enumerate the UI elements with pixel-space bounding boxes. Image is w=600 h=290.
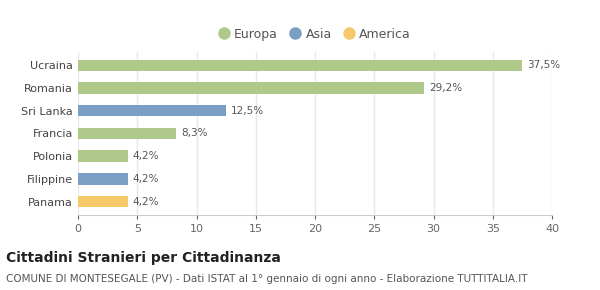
Text: 8,3%: 8,3% <box>181 128 208 138</box>
Bar <box>78 59 523 71</box>
Text: 4,2%: 4,2% <box>133 151 159 161</box>
Text: 37,5%: 37,5% <box>527 60 560 70</box>
Text: 29,2%: 29,2% <box>429 83 462 93</box>
Bar <box>78 105 226 116</box>
Legend: Europa, Asia, America: Europa, Asia, America <box>214 23 416 46</box>
Text: Cittadini Stranieri per Cittadinanza: Cittadini Stranieri per Cittadinanza <box>6 251 281 265</box>
Bar <box>78 151 128 162</box>
Text: COMUNE DI MONTESEGALE (PV) - Dati ISTAT al 1° gennaio di ogni anno - Elaborazion: COMUNE DI MONTESEGALE (PV) - Dati ISTAT … <box>6 274 527 284</box>
Bar <box>78 82 424 94</box>
Text: 4,2%: 4,2% <box>133 197 159 206</box>
Bar <box>78 196 128 207</box>
Bar <box>78 173 128 184</box>
Text: 4,2%: 4,2% <box>133 174 159 184</box>
Bar <box>78 128 176 139</box>
Text: 12,5%: 12,5% <box>231 106 264 116</box>
